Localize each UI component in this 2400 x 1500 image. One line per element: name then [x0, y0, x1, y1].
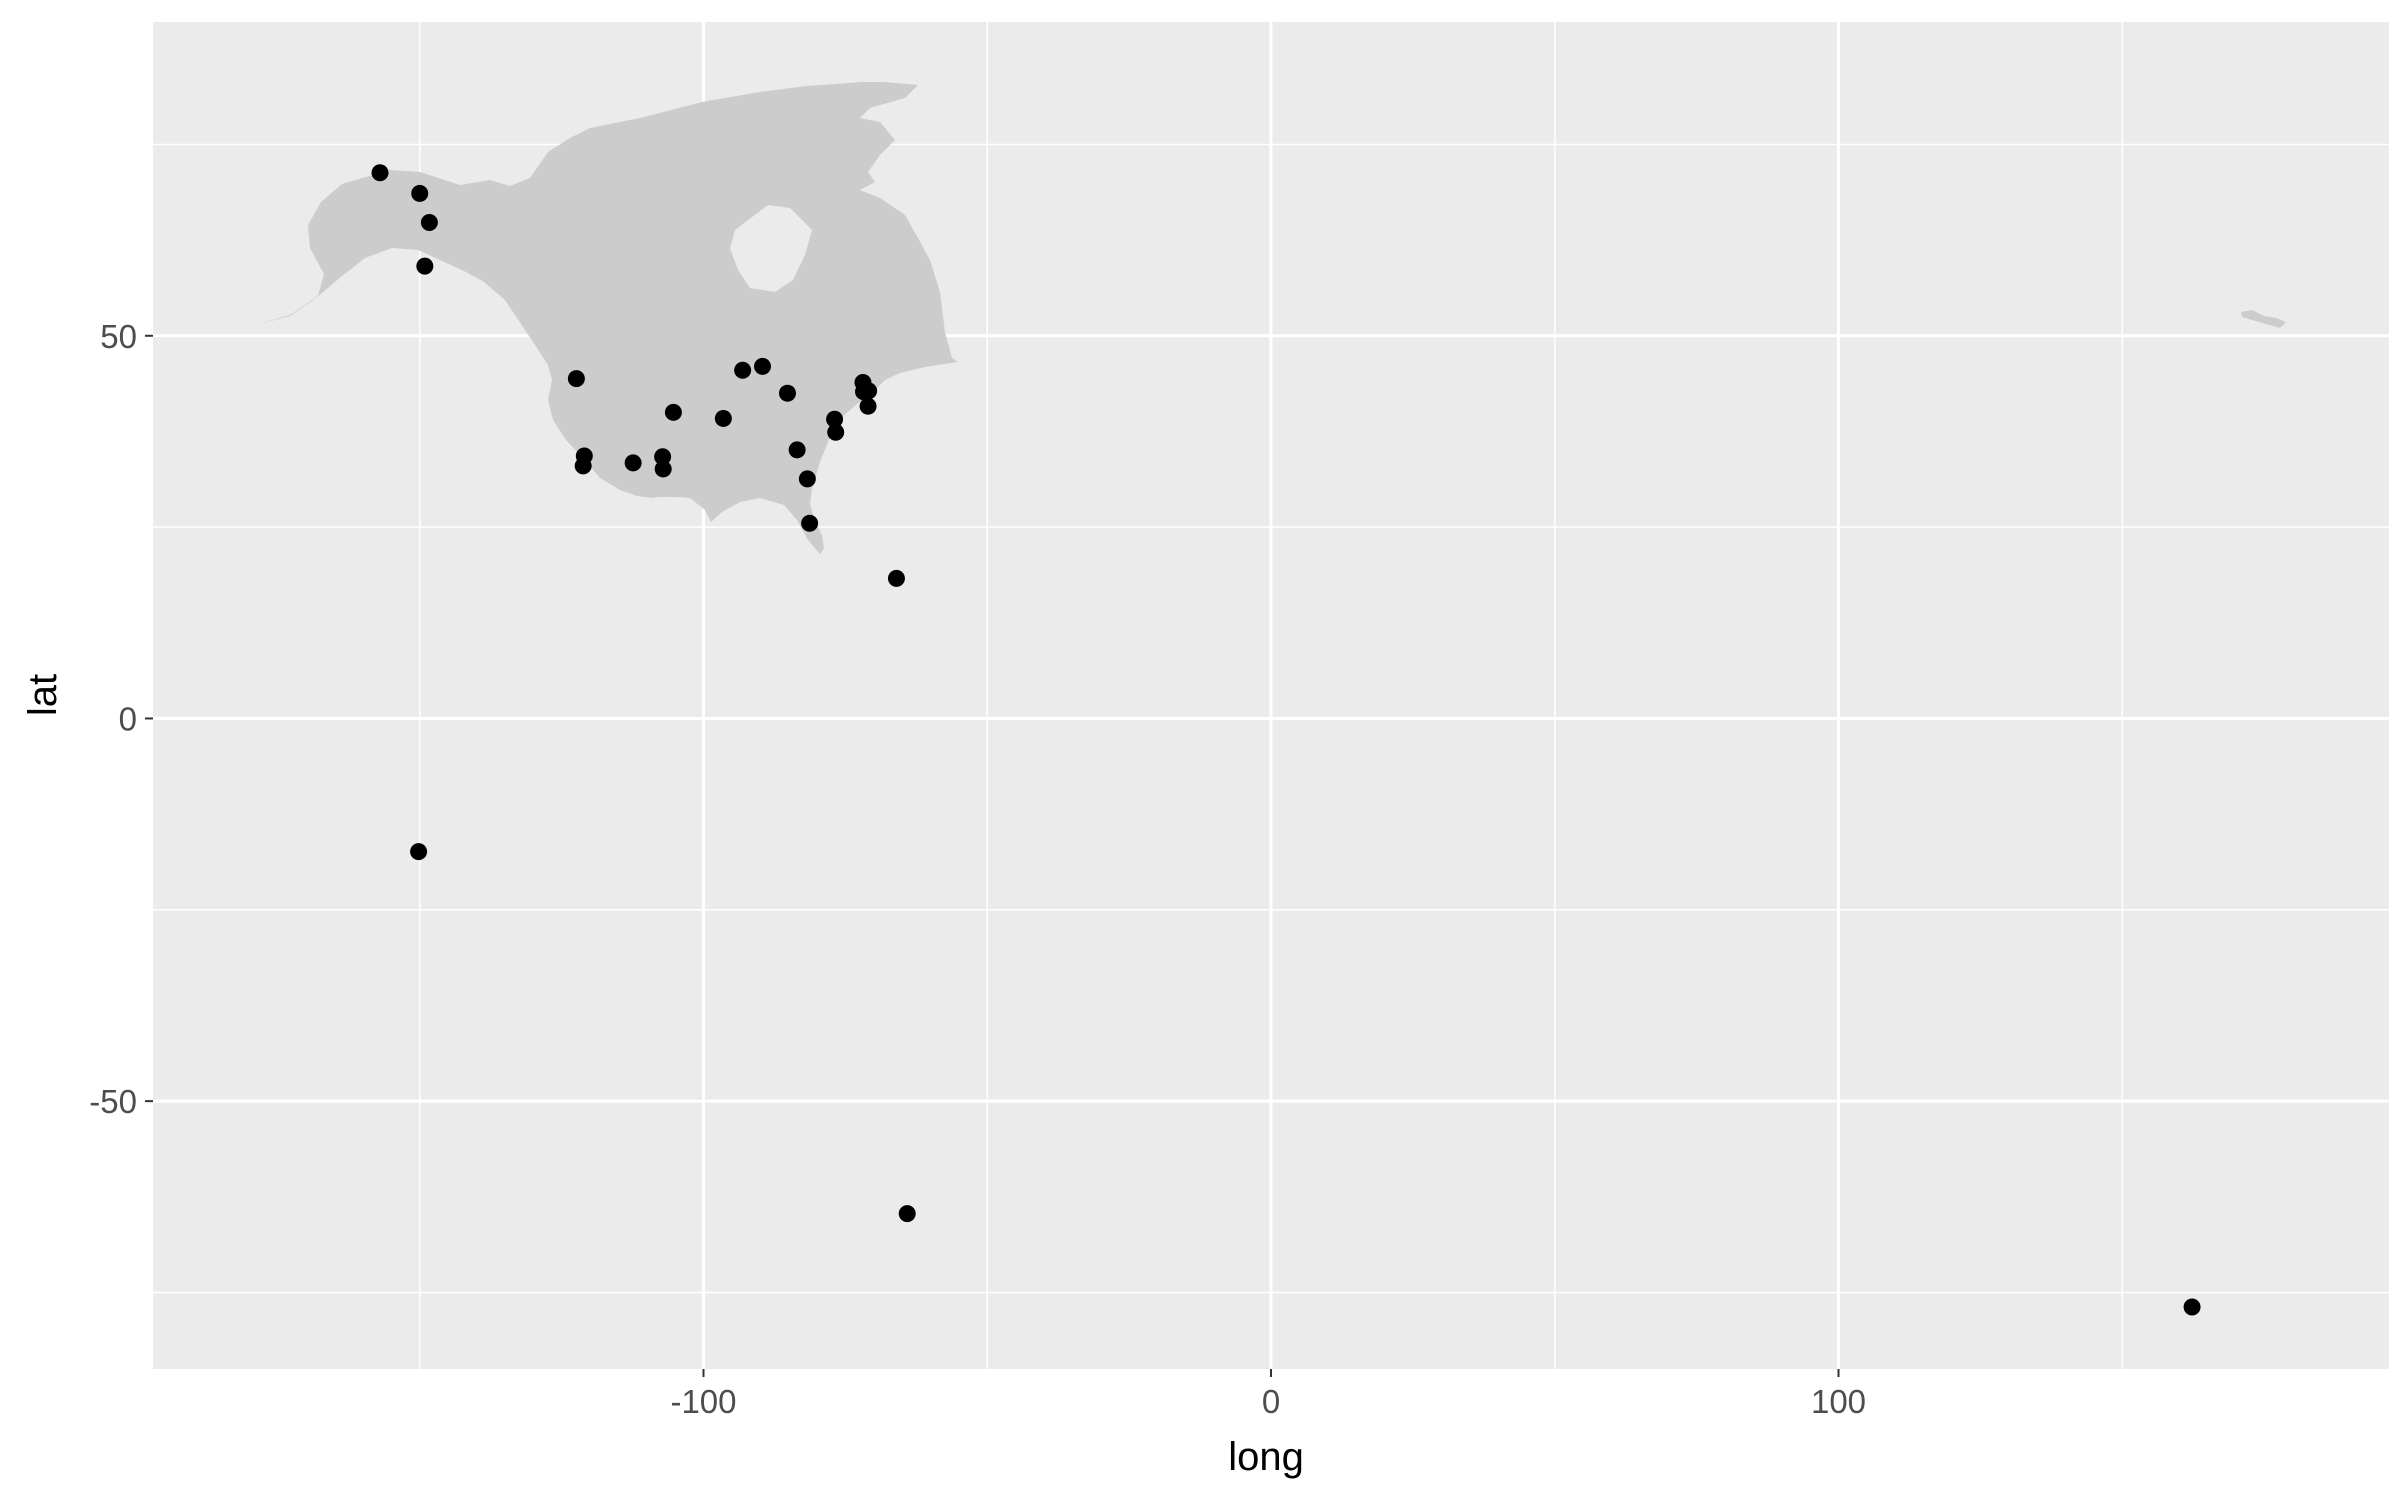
data-point-0-7 [624, 454, 642, 472]
data-point-0-15 [788, 441, 806, 459]
x-tick-label-2: 100 [1811, 1383, 1866, 1420]
x-tick-label-1: 0 [1262, 1383, 1280, 1420]
y-tick-label-1: 0 [119, 700, 137, 737]
x-axis-title: long [1228, 1435, 1304, 1479]
data-point-0-18 [826, 410, 844, 428]
data-point-0-17 [801, 514, 819, 532]
data-point-0-14 [778, 384, 796, 402]
data-point-0-6 [574, 457, 592, 475]
data-point-0-13 [754, 357, 772, 375]
data-point-0-3 [416, 257, 434, 275]
data-points [371, 164, 2201, 1316]
data-point-0-2 [420, 214, 438, 232]
data-point-0-23 [859, 397, 877, 415]
x-axis-ticks [702, 1369, 1840, 1377]
data-point-0-26 [898, 1205, 916, 1223]
y-tick-label-2: 50 [100, 318, 137, 355]
data-point-0-27 [2183, 1298, 2201, 1316]
data-point-0-10 [664, 403, 682, 421]
data-point-0-16 [798, 470, 816, 488]
y-tick-label-0: -50 [89, 1083, 137, 1120]
y-axis-tick-labels: -50 0 50 [89, 318, 137, 1120]
data-point-0-9 [654, 460, 672, 478]
y-axis-ticks [145, 334, 153, 1103]
data-point-0-8 [654, 448, 672, 466]
x-axis-tick-labels: -100 0 100 [670, 1383, 1866, 1420]
data-point-0-1 [411, 184, 429, 202]
data-point-0-19 [827, 423, 845, 441]
data-point-0-22 [860, 382, 878, 400]
data-point-0-0 [371, 164, 389, 182]
data-point-0-4 [567, 370, 585, 388]
data-point-0-12 [734, 361, 752, 379]
north-america-landmass [255, 82, 958, 554]
data-point-0-25 [410, 843, 428, 861]
x-tick-label-0: -100 [670, 1383, 736, 1420]
data-point-0-24 [887, 569, 905, 587]
hudson-bay [730, 205, 812, 292]
y-axis-title: lat [21, 674, 65, 716]
data-point-0-11 [714, 409, 732, 427]
far-east-islets [2241, 310, 2286, 328]
